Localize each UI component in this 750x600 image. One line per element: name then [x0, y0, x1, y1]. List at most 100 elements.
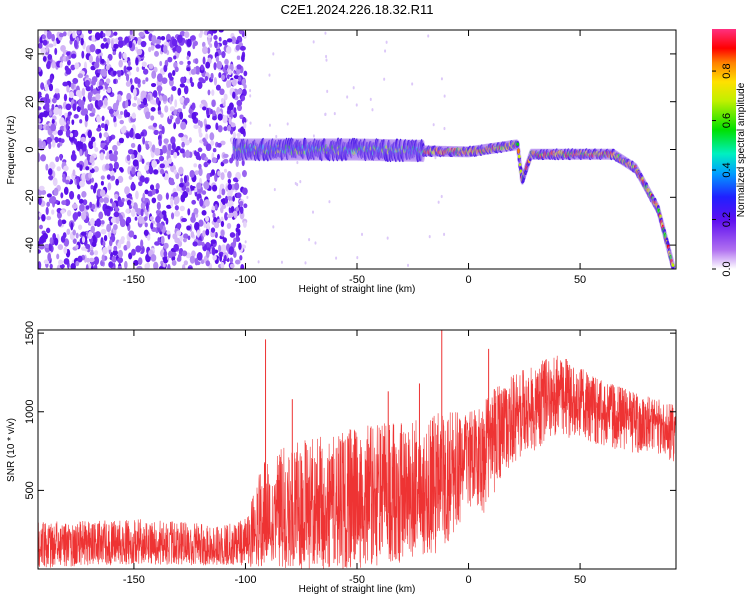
noise-mark [53, 106, 60, 116]
noise-mark [109, 153, 115, 162]
noise-mark [242, 170, 247, 178]
noise-mark [155, 44, 162, 49]
noise-mark [54, 136, 59, 143]
noise-mark [153, 129, 159, 136]
noise-mark [131, 248, 136, 256]
noise-mark [74, 62, 80, 70]
noise-mark [173, 55, 177, 60]
noise-mark [113, 78, 117, 84]
noise-mark [304, 261, 307, 265]
noise-mark [101, 68, 108, 77]
noise-mark [131, 181, 135, 190]
noise-mark [214, 40, 218, 49]
noise-mark [243, 203, 248, 209]
noise-mark [42, 39, 48, 46]
noise-mark [246, 195, 249, 200]
noise-mark [220, 97, 225, 104]
noise-mark [107, 231, 112, 238]
noise-mark [185, 187, 190, 193]
noise-mark [61, 200, 67, 206]
noise-mark [96, 116, 102, 123]
noise-mark [173, 169, 178, 175]
noise-mark [203, 199, 210, 207]
noise-mark [51, 60, 56, 69]
noise-mark [232, 239, 237, 248]
noise-mark [49, 110, 52, 117]
noise-mark [128, 230, 135, 238]
noise-mark [79, 119, 83, 124]
noise-mark [312, 40, 315, 44]
noise-mark [232, 195, 235, 202]
noise-mark [149, 184, 155, 191]
noise-mark [81, 87, 86, 97]
noise-mark [98, 211, 104, 220]
noise-mark [236, 132, 241, 138]
noise-mark [237, 75, 242, 82]
noise-mark [92, 141, 97, 149]
noise-mark [272, 52, 275, 56]
noise-mark [212, 184, 218, 192]
noise-mark [113, 211, 120, 218]
noise-mark [90, 218, 95, 226]
noise-mark [157, 237, 161, 244]
noise-mark [427, 34, 430, 38]
noise-mark [238, 30, 244, 35]
noise-mark [113, 31, 118, 36]
noise-mark [140, 131, 145, 137]
noise-mark [136, 98, 141, 106]
noise-mark [80, 231, 87, 236]
x-tick-label: -50 [349, 574, 365, 586]
x-tick-label: 0 [465, 574, 471, 586]
noise-mark [371, 108, 374, 112]
noise-mark [407, 263, 410, 267]
noise-mark [179, 148, 185, 154]
noise-mark [205, 124, 211, 130]
noise-mark [106, 223, 112, 233]
noise-mark [100, 43, 106, 49]
noise-mark [145, 143, 150, 150]
noise-mark [176, 230, 182, 236]
noise-mark [199, 198, 204, 207]
noise-mark [107, 182, 112, 191]
noise-mark [218, 187, 222, 196]
noise-mark [123, 244, 128, 251]
noise-mark [151, 197, 157, 204]
noise-mark [79, 99, 85, 107]
noise-mark [122, 52, 127, 60]
noise-mark [81, 236, 86, 244]
colorbar-label: Normalized spectral amplitude [736, 82, 747, 217]
noise-mark [325, 58, 328, 62]
noise-mark [181, 217, 188, 223]
noise-mark [144, 189, 149, 195]
noise-mark [171, 38, 178, 47]
noise-mark [210, 108, 213, 115]
noise-mark [243, 122, 247, 130]
noise-mark [136, 48, 143, 56]
noise-mark [296, 183, 299, 187]
noise-mark [99, 30, 104, 39]
noise-mark [117, 257, 124, 264]
noise-mark [65, 129, 71, 138]
noise-mark [187, 266, 193, 269]
noise-mark [45, 44, 49, 53]
noise-mark [206, 221, 210, 230]
noise-mark [155, 209, 160, 215]
noise-mark [186, 55, 190, 60]
noise-mark [201, 41, 206, 48]
spectrogram-marks [38, 30, 676, 269]
noise-mark [138, 31, 145, 37]
noise-mark [70, 222, 74, 231]
noise-mark [46, 30, 52, 40]
noise-mark [110, 218, 115, 223]
noise-mark [150, 115, 155, 121]
noise-mark [201, 190, 207, 195]
noise-mark [240, 263, 245, 269]
noise-mark [191, 102, 196, 111]
noise-mark [60, 192, 64, 199]
noise-mark [75, 232, 79, 239]
noise-mark [76, 105, 81, 113]
noise-mark [70, 82, 75, 90]
noise-mark [219, 88, 225, 96]
noise-mark [242, 220, 247, 228]
noise-mark [233, 210, 238, 219]
